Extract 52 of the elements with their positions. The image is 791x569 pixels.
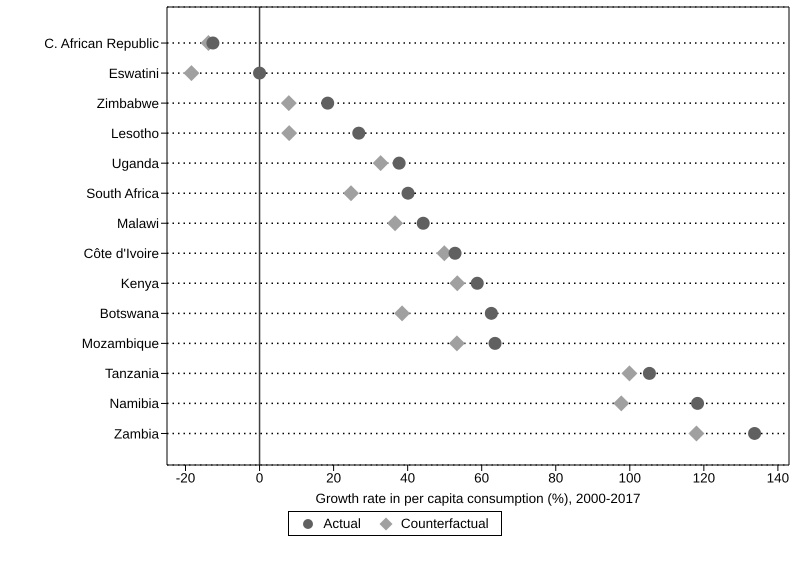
x-tick-label: 100: [618, 470, 642, 486]
point: [642, 366, 656, 380]
point: [470, 276, 484, 290]
x-tick-label: 40: [400, 470, 416, 486]
point: [280, 95, 297, 112]
point: [352, 126, 366, 140]
y-tick-label: Uganda: [112, 156, 160, 171]
point: [448, 246, 462, 260]
legend-label: Counterfactual: [400, 516, 489, 531]
point: [392, 156, 406, 170]
x-tick-label: 120: [692, 470, 716, 486]
point: [343, 185, 360, 202]
y-tick-label: Eswatini: [108, 66, 159, 81]
point: [281, 125, 298, 142]
y-tick-label: C. African Republic: [44, 36, 160, 51]
y-tick-label: Malawi: [116, 216, 159, 232]
y-tick-label: Zambia: [114, 426, 160, 442]
point: [688, 425, 704, 442]
x-tick-label: 20: [326, 470, 342, 486]
y-tick-label: Lesotho: [110, 126, 159, 141]
y-tick-label: South Africa: [86, 186, 160, 201]
point: [321, 96, 334, 110]
point: [387, 215, 404, 232]
point: [183, 65, 200, 82]
x-tick-label: -20: [176, 470, 196, 486]
point: [402, 186, 415, 200]
y-tick-label: Mozambique: [82, 336, 159, 352]
y-tick-label: Kenya: [120, 276, 160, 292]
x-tick-label: 0: [256, 470, 264, 486]
point: [748, 426, 762, 440]
point: [449, 275, 466, 292]
point: [691, 396, 704, 410]
legend-label: Actual: [322, 516, 361, 531]
point: [206, 36, 220, 50]
y-tick-label: Botswana: [100, 306, 160, 322]
point: [448, 335, 465, 352]
point: [416, 216, 430, 230]
point: [372, 155, 389, 172]
point: [613, 395, 630, 412]
y-tick-label: Côte d'Ivoire: [84, 246, 159, 262]
y-tick-label: Tanzania: [104, 366, 160, 382]
y-tick-label: Namibia: [109, 396, 160, 412]
point: [394, 305, 410, 322]
point: [488, 336, 502, 350]
x-tick-label: 140: [766, 470, 790, 486]
point: [253, 66, 266, 80]
x-axis-title: Growth rate in per capita consumption (%), 2000-2017: [316, 491, 640, 506]
point: [621, 365, 638, 382]
x-tick-label: 80: [548, 470, 564, 486]
y-tick-label: Zimbabwe: [96, 96, 159, 111]
point: [484, 306, 498, 320]
x-tick-label: 60: [474, 470, 490, 486]
